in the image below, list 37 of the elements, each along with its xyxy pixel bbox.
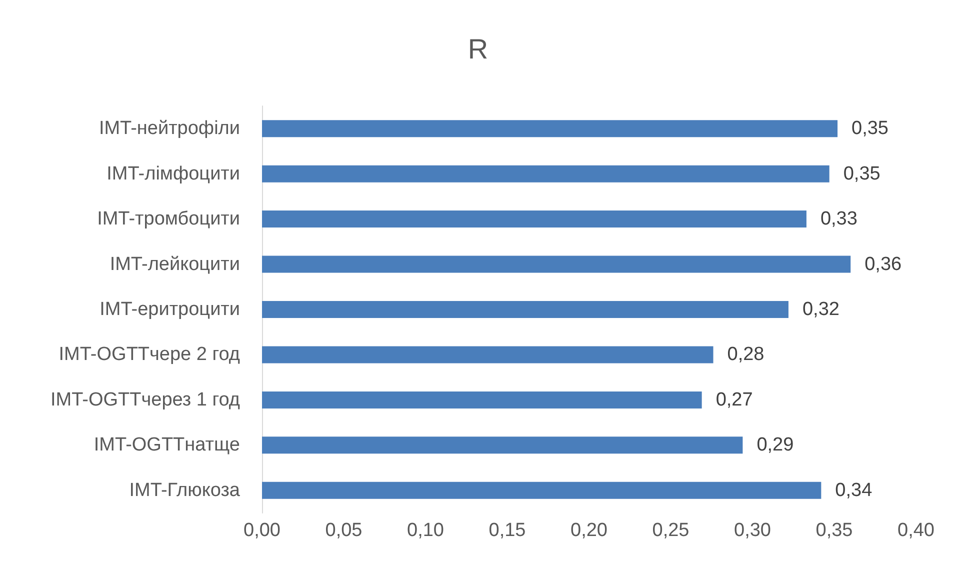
data-label: 0,28 [727,344,764,366]
y-tick-label: IMT-нейтрофіли [98,118,240,140]
y-tick-label: IMT-OGTTнатще [94,434,240,456]
x-tick-label: 0,05 [325,520,362,541]
y-tick-label: IMT-тромбоцити [97,208,240,230]
bar [262,165,830,182]
data-label: 0,35 [843,163,880,184]
x-tick-label: 0,25 [652,520,690,541]
y-tick-label: IMT-OGTTчерез 1 год [50,389,240,410]
data-label: 0,33 [820,208,858,230]
x-tick-label: 0,15 [488,520,526,541]
y-tick-label: IMT-лімфоцити [106,163,240,184]
bar [262,391,702,408]
chart-title: R [468,34,488,64]
bar [262,436,743,454]
data-label: 0,32 [802,299,840,320]
x-tick-label: 0,00 [244,520,280,541]
bar [262,482,822,499]
bar [262,120,838,138]
x-tick-label: 0,35 [816,520,853,541]
y-tick-label: IMT-OGTTчере 2 год [58,344,240,366]
y-tick-label: IMT-Глюкоза [129,480,240,501]
data-label: 0,27 [716,389,753,410]
data-label: 0,36 [864,254,902,275]
data-label: 0,35 [852,118,889,140]
bar [262,256,851,273]
bar [262,346,714,364]
x-tick-label: 0,30 [734,520,771,541]
data-label: 0,34 [835,480,873,501]
x-tick-label: 0,10 [407,520,444,541]
x-tick-label: 0,40 [898,520,934,541]
x-tick-label: 0,20 [570,520,608,541]
bar [262,301,788,318]
y-tick-label: IMT-лейкоцити [110,254,240,275]
bar [262,210,806,228]
y-tick-label: IMT-еритроцити [100,299,240,320]
data-label: 0,29 [756,434,794,456]
